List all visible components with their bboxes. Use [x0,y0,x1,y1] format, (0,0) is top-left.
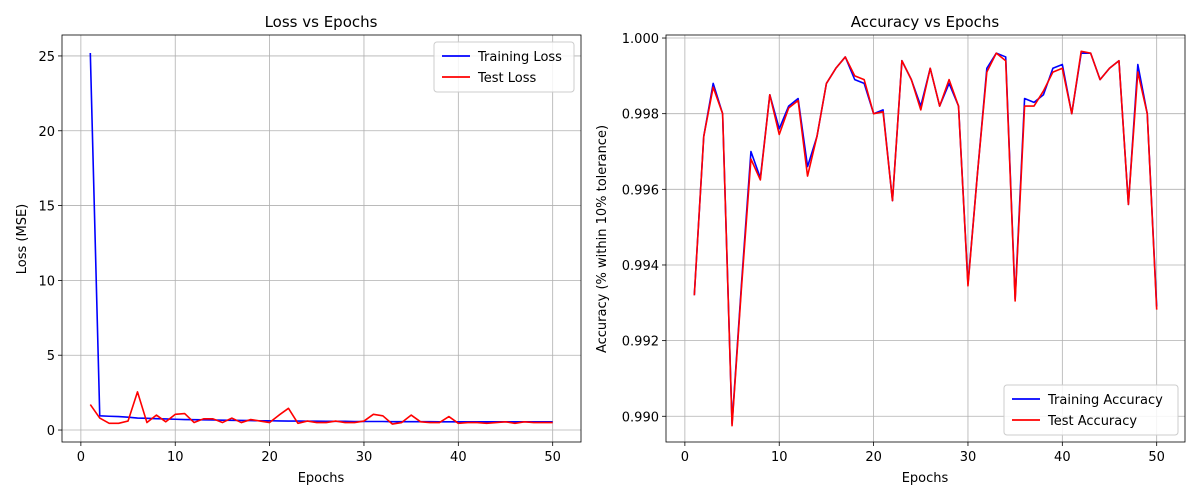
legend: Training Accuracy Test Accuracy [1003,384,1179,436]
legend: Training Loss Test Loss [433,41,575,93]
y-tick-label: 10 [38,274,55,289]
x-tick-label: 10 [771,450,788,465]
training-loss-line [89,52,553,423]
x-tick-label: 20 [865,450,882,465]
loss-chart: Loss vs Epochs Epochs Loss (MSE) 0 10 20 30… [15,13,582,486]
x-tick-label: 20 [261,450,278,465]
accuracy-chart: Accuracy vs Epochs Epochs Accuracy (% wi… [595,13,1186,486]
x-tick-label: 30 [356,450,373,465]
y-tick-label: 25 [38,50,55,65]
x-tick-label: 40 [1054,450,1071,465]
x-tick-label: 30 [960,450,977,465]
chart-title: Loss vs Epochs [265,13,378,31]
x-tick-label: 50 [544,450,561,465]
grid [62,35,581,442]
training-accuracy-line [693,52,1158,425]
y-tick-label: 0.990 [622,410,659,425]
y-tick-label: 0 [47,424,55,439]
y-tick-label: 1.000 [622,32,659,47]
x-tick-label: 0 [681,450,689,465]
y-tick-label: 20 [38,125,55,140]
x-tick-label: 50 [1148,450,1165,465]
legend-label: Test Accuracy [1047,414,1137,429]
legend-label: Test Loss [477,71,536,86]
x-tick-label: 10 [167,450,184,465]
y-axis-label: Accuracy (% within 10% tolerance) [595,125,610,353]
y-tick-label: 0.996 [622,183,659,198]
x-axis-label: Epochs [902,471,949,486]
legend-label: Training Loss [477,50,562,65]
y-tick-label: 15 [38,200,55,215]
legend-box [433,41,575,93]
test-accuracy-line [693,50,1158,427]
chart-title: Accuracy vs Epochs [851,13,1000,31]
test-loss-line [89,391,553,425]
legend-box [1003,384,1179,436]
y-axis-label: Loss (MSE) [15,204,30,274]
x-tick-label: 0 [77,450,85,465]
y-tick-label: 0.998 [622,108,659,123]
plot-frame [61,34,582,443]
grid [666,35,1185,442]
plot-frame [665,34,1186,443]
y-tick-label: 0.994 [622,259,659,274]
x-tick-label: 40 [450,450,467,465]
y-tick-label: 0.992 [622,335,659,350]
legend-label: Training Accuracy [1047,393,1163,408]
x-axis-label: Epochs [298,471,345,486]
y-tick-label: 5 [47,349,55,364]
